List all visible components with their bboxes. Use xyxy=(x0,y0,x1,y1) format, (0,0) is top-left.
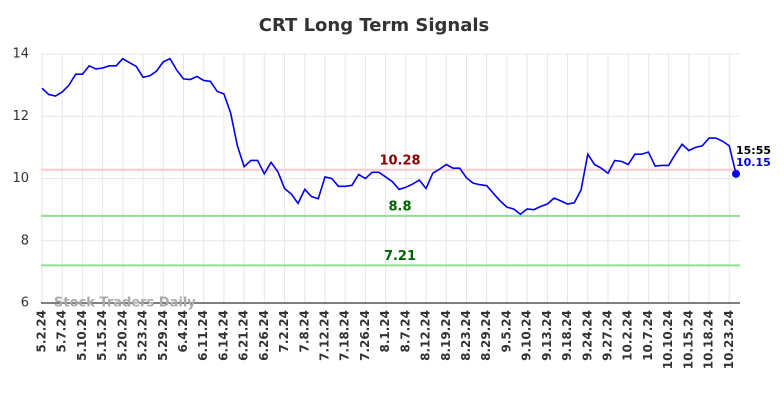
y-tick-label: 10 xyxy=(12,171,29,186)
x-tick-label: 7.18.24 xyxy=(338,310,352,361)
x-tick-label: 8.19.24 xyxy=(439,310,453,361)
x-tick-label: 7.26.24 xyxy=(358,310,372,361)
x-tick-label: 9.27.24 xyxy=(600,310,614,361)
x-tick-label: 10.10.24 xyxy=(661,310,675,369)
signal-label: 10.28 xyxy=(379,153,420,168)
x-tick-label: 7.12.24 xyxy=(317,310,331,361)
signal-label: 7.21 xyxy=(384,249,416,264)
x-tick-label: 5.20.24 xyxy=(115,310,129,361)
x-tick-label: 10.23.24 xyxy=(722,310,736,369)
x-tick-label: 5.7.24 xyxy=(55,310,69,353)
y-tick-label: 12 xyxy=(12,109,29,124)
x-tick-label: 9.5.24 xyxy=(499,310,513,353)
signal-label: 8.8 xyxy=(388,199,411,214)
x-tick-label: 9.24.24 xyxy=(580,310,594,361)
x-tick-label: 7.8.24 xyxy=(297,310,311,353)
x-tick-label: 9.13.24 xyxy=(540,310,554,361)
x-tick-label: 5.29.24 xyxy=(156,310,170,361)
x-tick-label: 9.18.24 xyxy=(560,310,574,361)
x-tick-label: 8.1.24 xyxy=(378,310,392,353)
watermark: Stock Traders Daily xyxy=(54,296,196,311)
x-tick-label: 10.15.24 xyxy=(681,310,695,369)
x-tick-label: 10.2.24 xyxy=(621,310,635,361)
x-tick-label: 6.21.24 xyxy=(237,310,251,361)
x-tick-label: 8.7.24 xyxy=(398,310,412,353)
y-tick-label: 8 xyxy=(21,233,29,248)
y-tick-label: 6 xyxy=(21,296,29,311)
x-tick-label: 6.14.24 xyxy=(216,310,230,361)
x-tick-label: 9.10.24 xyxy=(520,310,534,361)
x-tick-label: 8.12.24 xyxy=(419,310,433,361)
x-tick-label: 5.15.24 xyxy=(95,310,109,361)
x-tick-label: 10.7.24 xyxy=(641,310,655,361)
last-value: 10.15 xyxy=(736,156,771,169)
price-line xyxy=(41,57,737,216)
x-tick-label: 6.26.24 xyxy=(257,310,271,361)
x-tick-label: 6.11.24 xyxy=(196,310,210,361)
x-tick-label: 10.18.24 xyxy=(702,310,716,369)
last-point xyxy=(732,169,740,178)
x-tick-label: 6.4.24 xyxy=(176,310,190,353)
y-tick-label: 14 xyxy=(12,47,29,62)
x-tick-label: 8.29.24 xyxy=(479,310,493,361)
chart-title: CRT Long Term Signals xyxy=(259,15,489,36)
x-tick-label: 5.23.24 xyxy=(136,310,150,361)
x-tick-label: 8.23.24 xyxy=(459,310,473,361)
x-tick-label: 5.10.24 xyxy=(75,310,89,361)
last-time: 15:55 xyxy=(736,144,771,157)
x-tick-label: 5.2.24 xyxy=(35,310,49,353)
x-tick-label: 7.2.24 xyxy=(277,310,291,353)
